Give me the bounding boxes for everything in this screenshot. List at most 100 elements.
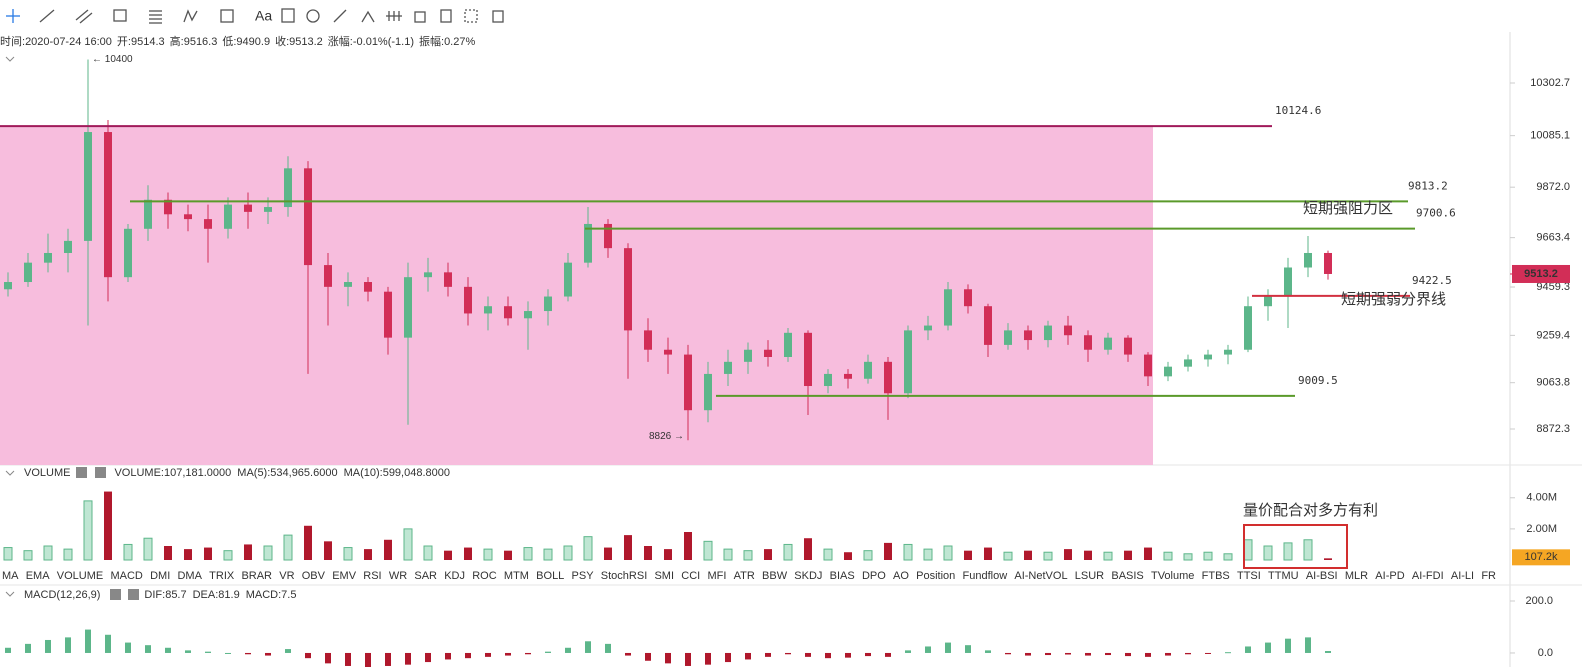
macd-bar [785,652,791,655]
current-volume-tag [1512,549,1570,566]
indicator-tab[interactable]: TVolume [1151,570,1194,582]
indicator-tab[interactable]: VOLUME [57,570,103,582]
wave-tool[interactable] [183,9,198,23]
lock-tool[interactable] [414,11,426,23]
indicator-tab[interactable]: AI-PD [1375,570,1404,582]
note-tool[interactable] [281,8,295,23]
ruler-tool[interactable] [333,9,347,23]
macd-bar [665,652,671,664]
collapse-icon[interactable] [5,591,15,597]
indicator-tab[interactable]: BRAR [241,570,272,582]
indicator-tab[interactable]: FR [1481,570,1496,582]
indicator-tab[interactable]: PSY [572,570,595,582]
line-tool[interactable] [39,9,55,23]
pattern-tool[interactable] [306,9,320,23]
indicator-tab[interactable]: AI-BSI [1306,570,1338,582]
select-tool[interactable] [464,9,478,23]
indicator-tab[interactable]: SAR [414,570,437,582]
info-value: 2020-07-24 16:00 [25,36,112,48]
indicator-tab[interactable]: RSI [363,570,381,582]
macd-bar [385,652,391,666]
indicator-tab[interactable]: Position [916,570,955,582]
pen-tool[interactable] [361,10,375,23]
indicator-tab[interactable]: MLR [1345,570,1368,582]
macd-bar [685,652,691,666]
indicator-tab[interactable]: EMA [26,570,51,582]
indicator-tab[interactable]: OBV [302,570,326,582]
volume-bar [703,540,713,561]
volume-bar [583,536,593,561]
info-label: 时间: [0,35,25,48]
settings-icon[interactable] [76,467,87,478]
macd-header: MACD(12,26,9) [24,589,100,601]
indicator-tab[interactable]: Fundflow [963,570,1008,582]
channel-tool[interactable] [75,9,93,24]
macd-bar [925,646,931,653]
macd-bar [125,642,131,653]
close-icon[interactable] [128,589,139,600]
magnet-tool[interactable] [386,11,402,21]
volume-bar [604,547,612,560]
indicator-tab[interactable]: SMI [654,570,674,582]
settings-icon[interactable] [110,589,121,600]
indicator-tab[interactable]: TTSI [1237,570,1261,582]
macd-bar [1125,652,1131,657]
indicator-tab[interactable]: TTMU [1268,570,1299,582]
indicator-tab[interactable]: MFI [707,570,726,582]
copy-tool[interactable] [440,9,452,23]
macd-bar [105,634,111,653]
indicator-tab[interactable]: DPO [862,570,886,582]
indicator-tab[interactable]: StochRSI [601,570,647,582]
macd-bar [45,639,51,653]
candle-body [1164,366,1172,377]
candle-body [4,282,12,290]
indicator-tab[interactable]: BIAS [830,570,855,582]
macd-header: DEA:81.9 [193,589,240,601]
candle-body [224,204,232,229]
indicator-tab[interactable]: LSUR [1075,570,1104,582]
macd-bar [25,643,31,653]
collapse-icon[interactable] [5,56,15,62]
indicator-tab[interactable]: AI-NetVOL [1014,570,1067,582]
indicator-tab[interactable]: ROC [472,570,497,582]
level-label: 9700.6 [1416,207,1456,220]
indicator-tab[interactable]: DMI [150,570,170,582]
collapse-icon[interactable] [5,470,15,476]
candle-body [824,373,832,387]
indicator-tab[interactable]: TRIX [209,570,235,582]
indicator-tab[interactable]: SKDJ [794,570,822,582]
indicator-tab[interactable]: MA [2,570,19,582]
indicator-tab[interactable]: ATR [734,570,755,582]
indicator-tab[interactable]: BASIS [1111,570,1143,582]
indicator-tab[interactable]: MTM [504,570,529,582]
crosshair-tool[interactable] [6,9,20,23]
volume-bar [263,545,273,561]
indicator-tab[interactable]: KDJ [444,570,465,582]
indicator-tab[interactable]: AI-FDI [1412,570,1444,582]
delete-tool[interactable] [492,10,504,23]
close-icon[interactable] [95,467,106,478]
indicator-tab[interactable]: WR [389,570,407,582]
indicator-tab[interactable]: CCI [681,570,700,582]
volume-bar [1124,550,1132,560]
indicator-tab[interactable]: BBW [762,570,788,582]
indicator-tab[interactable]: DMA [177,570,202,582]
text-tool[interactable]: Aa [255,8,272,24]
macd-bar [1045,652,1051,656]
indicator-tab[interactable]: AI-LI [1451,570,1474,582]
measure-tool[interactable] [220,9,234,23]
indicator-tab[interactable]: BOLL [536,570,564,582]
indicator-tab[interactable]: VR [279,570,294,582]
indicator-tab[interactable]: AO [893,570,909,582]
info-label: 低: [222,35,236,48]
candle-body [44,252,52,263]
fib-tool[interactable] [149,10,162,24]
indicator-tab[interactable]: FTBS [1202,570,1230,582]
macd-bar [425,652,431,663]
indicator-tab[interactable]: MACD [110,570,142,582]
indicator-tab[interactable]: EMV [332,570,357,582]
volume-bar [83,500,93,561]
macd-bar [445,652,451,660]
rect-tool[interactable] [113,9,127,22]
